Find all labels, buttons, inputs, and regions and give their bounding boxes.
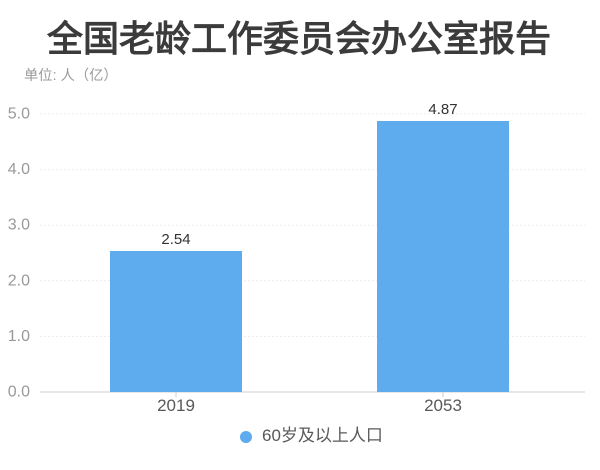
svg-text:2019: 2019 [157, 396, 195, 415]
svg-text:5.0: 5.0 [8, 106, 30, 123]
svg-text:2.54: 2.54 [161, 231, 190, 248]
svg-text:2.0: 2.0 [8, 272, 30, 289]
svg-text:60岁及以上人口: 60岁及以上人口 [262, 426, 383, 445]
svg-text:1.0: 1.0 [8, 328, 30, 345]
svg-text:4.87: 4.87 [428, 101, 457, 118]
svg-text:0.0: 0.0 [8, 384, 30, 401]
svg-text:2053: 2053 [424, 396, 462, 415]
svg-text:4.0: 4.0 [8, 161, 30, 178]
svg-text:3.0: 3.0 [8, 217, 30, 234]
